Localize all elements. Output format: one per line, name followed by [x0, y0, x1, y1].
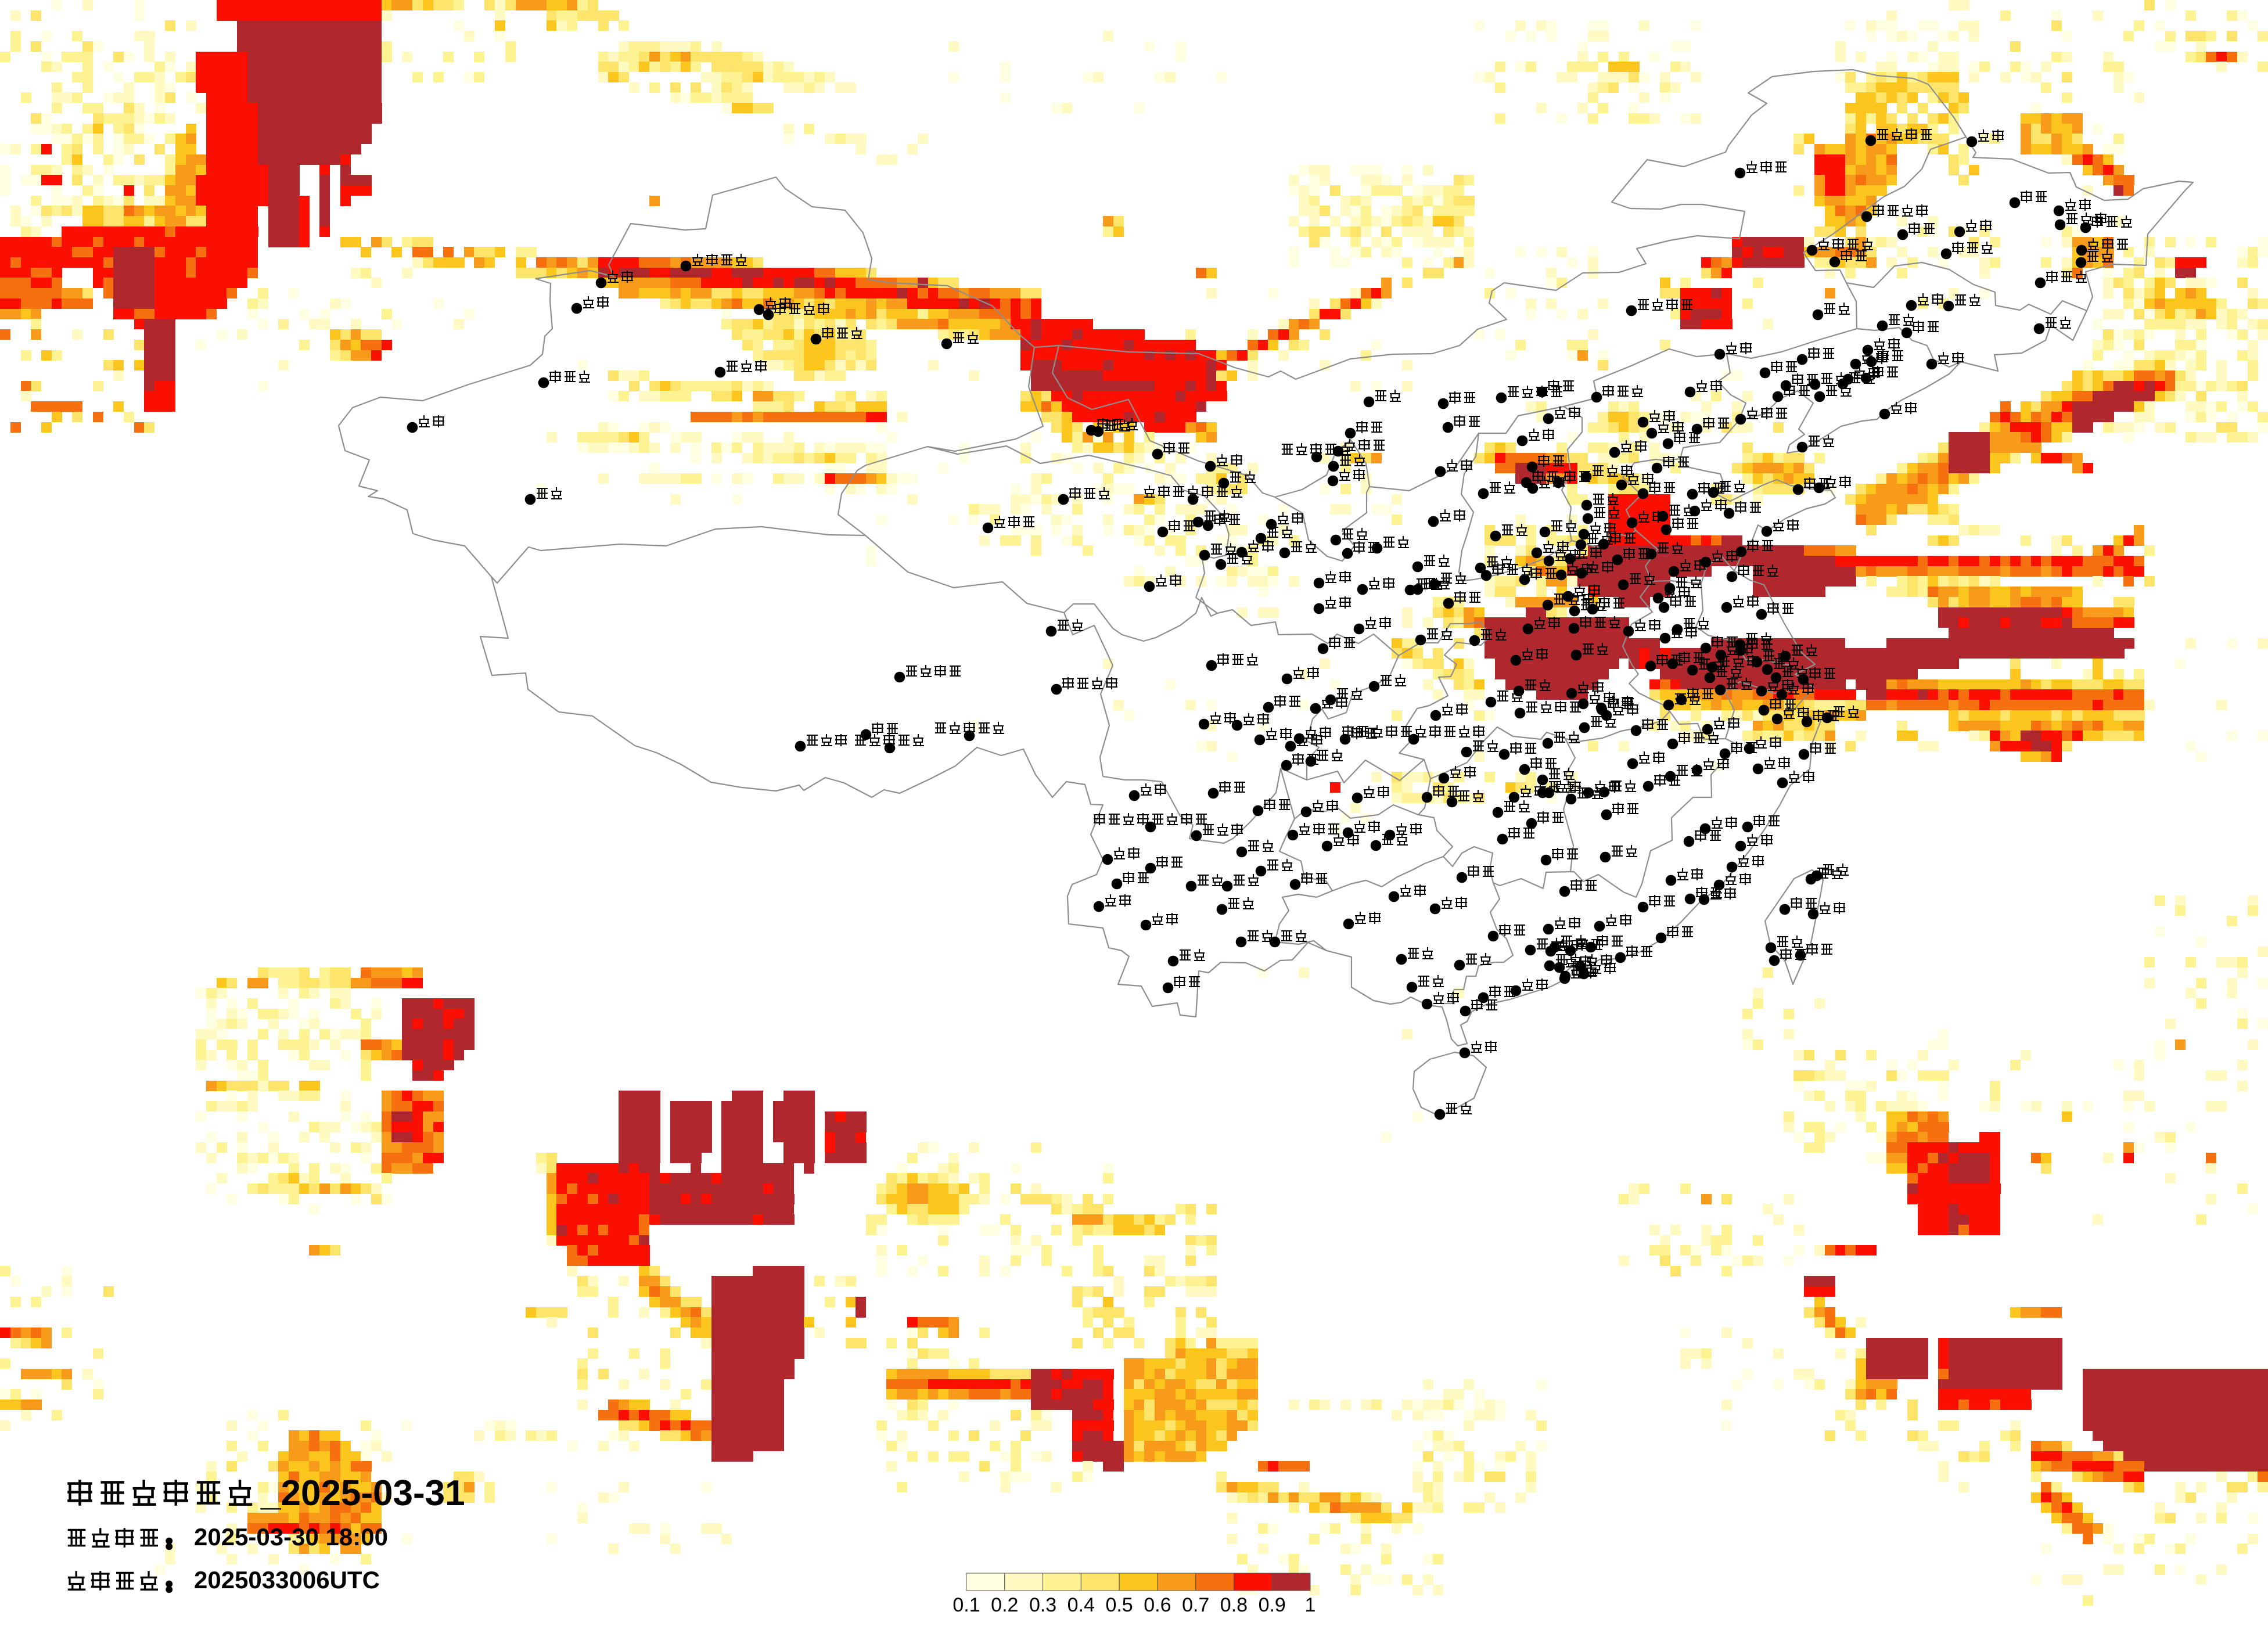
svg-text:0.8: 0.8	[1220, 1594, 1248, 1616]
svg-text:0.3: 0.3	[1029, 1594, 1056, 1616]
svg-text:2025033006UTC: 2025033006UTC	[194, 1566, 380, 1593]
svg-text:0.9: 0.9	[1259, 1594, 1286, 1616]
svg-text:2025-03-30 18:00: 2025-03-30 18:00	[194, 1523, 388, 1551]
svg-text:0.2: 0.2	[991, 1594, 1018, 1616]
svg-text:0.6: 0.6	[1144, 1594, 1171, 1616]
svg-text:0.4: 0.4	[1067, 1594, 1095, 1616]
svg-text:0.5: 0.5	[1105, 1594, 1133, 1616]
svg-text:0.7: 0.7	[1182, 1594, 1209, 1616]
svg-text:0.1: 0.1	[953, 1594, 980, 1616]
svg-text:_2025-03-31: _2025-03-31	[260, 1473, 465, 1513]
svg-text:1: 1	[1305, 1594, 1316, 1616]
